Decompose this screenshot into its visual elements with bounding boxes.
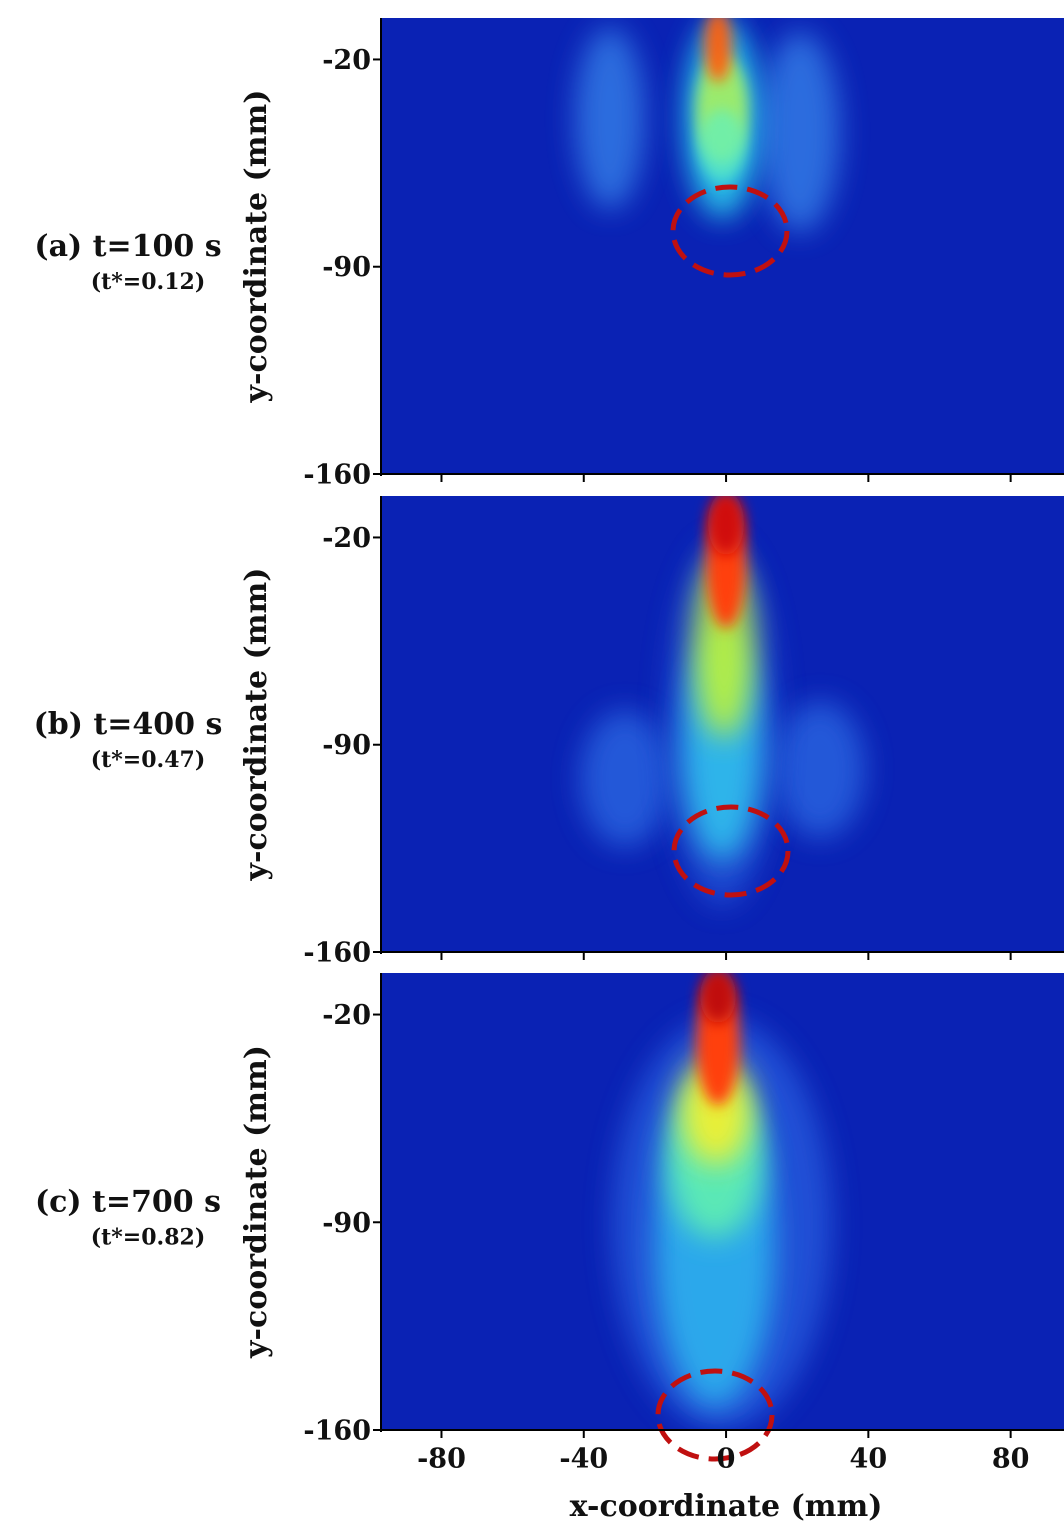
plume [698,109,746,183]
y-axis-label: y-coordinate (mm) [239,1045,274,1359]
y-tick-label: -90 [322,252,371,283]
panel-label: (c) t=700 s [35,1185,221,1220]
highlight-circle [670,184,790,278]
panel-subtitle: (t*=0.12) [91,269,206,295]
y-axis-label: y-coordinate (mm) [239,90,274,404]
y-tick-label: -20 [322,1000,371,1031]
plume [700,973,736,1024]
x-axis-label: x-coordinate (mm) [570,1489,883,1524]
y-tick-label: -90 [322,730,371,761]
panel-subtitle: (t*=0.47) [91,747,206,773]
x-tick-label: -80 [417,1444,466,1475]
plume [760,31,840,233]
y-tick-label: -160 [303,1416,371,1447]
highlight-circle [671,804,791,898]
panel-label: (b) t=400 s [34,707,223,742]
plume [580,710,670,848]
heatmap [575,18,840,233]
y-tick-label: -20 [322,45,371,76]
heatmap [612,973,832,1430]
y-tick-label: -90 [322,1208,371,1239]
y-tick-label: -160 [303,938,371,969]
x-tick-label: 80 [992,1444,1030,1475]
plume [575,27,645,210]
y-axis-label: y-coordinate (mm) [239,568,274,882]
y-tick-label: -160 [303,460,371,491]
x-tick-label: -40 [559,1444,608,1475]
y-tick-label: -20 [322,523,371,554]
highlight-circle [655,1368,775,1462]
x-tick-label: 0 [717,1444,736,1475]
plume [775,701,865,838]
plume [704,18,732,82]
x-tick-label: 40 [850,1444,888,1475]
panel-label: (a) t=100 s [34,229,221,264]
plume [708,496,744,556]
panel-subtitle: (t*=0.82) [91,1225,206,1251]
